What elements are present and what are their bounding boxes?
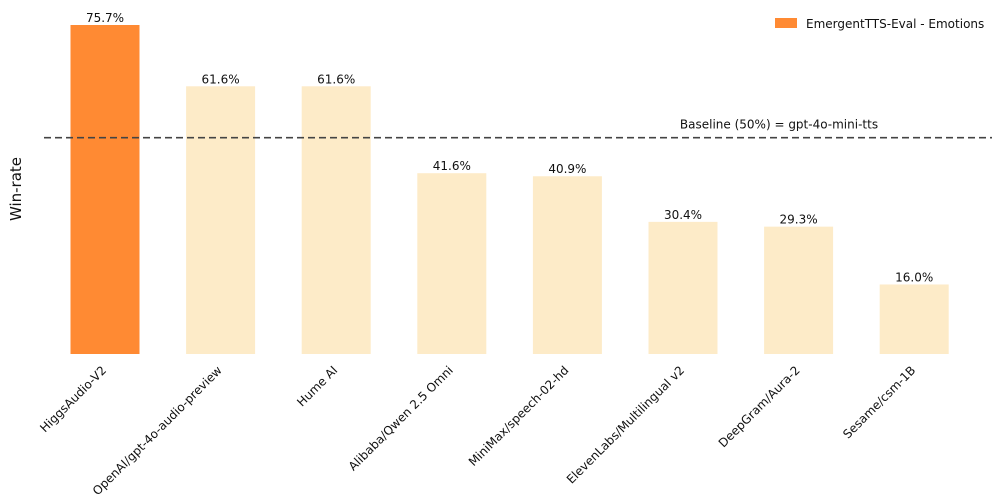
value-label: 41.6% xyxy=(433,159,471,173)
value-label: 75.7% xyxy=(86,11,124,25)
bar xyxy=(879,284,949,354)
bar xyxy=(186,86,256,354)
x-tick-label: ElevenLabs/Multilingual v2 xyxy=(564,363,687,486)
bar xyxy=(417,173,487,354)
value-label: 61.6% xyxy=(202,72,240,86)
bars-layer xyxy=(70,25,949,354)
x-tick-label: Alibaba/Qwen 2.5 Omni xyxy=(346,363,456,473)
bar xyxy=(532,176,602,354)
x-tick-label: HiggsAudio-V2 xyxy=(37,363,109,435)
bar xyxy=(301,86,371,354)
legend-label: EmergentTTS-Eval - Emotions xyxy=(806,17,984,31)
legend-swatch xyxy=(775,18,797,28)
x-tick-labels-layer: HiggsAudio-V2OpenAI/gpt-4o-audio-preview… xyxy=(37,363,918,496)
value-label: 61.6% xyxy=(317,72,355,86)
bar xyxy=(764,226,834,354)
bar xyxy=(70,25,140,354)
x-tick-label: Hume AI xyxy=(294,363,340,409)
value-label: 29.3% xyxy=(780,213,818,227)
value-label: 16.0% xyxy=(895,270,933,284)
baseline-label: Baseline (50%) = gpt-4o-mini-tts xyxy=(680,118,878,132)
x-tick-label: Sesame/csm-1B xyxy=(840,363,918,441)
y-axis-label: Win-rate xyxy=(7,157,25,221)
value-label: 40.9% xyxy=(548,162,586,176)
x-tick-label: OpenAI/gpt-4o-audio-preview xyxy=(90,363,225,496)
legend: EmergentTTS-Eval - Emotions xyxy=(775,17,984,31)
x-tick-label: DeepGram/Aura-2 xyxy=(716,363,803,450)
x-tick-label: MiniMax/speech-02-hd xyxy=(466,363,572,469)
bar xyxy=(648,221,718,354)
baseline-layer: Baseline (50%) = gpt-4o-mini-tts xyxy=(44,118,992,139)
value-labels-layer: 75.7% 61.6% 61.6% 41.6% 40.9% 30.4% 29.3% 16.0% xyxy=(86,11,933,284)
value-label: 30.4% xyxy=(664,208,702,222)
